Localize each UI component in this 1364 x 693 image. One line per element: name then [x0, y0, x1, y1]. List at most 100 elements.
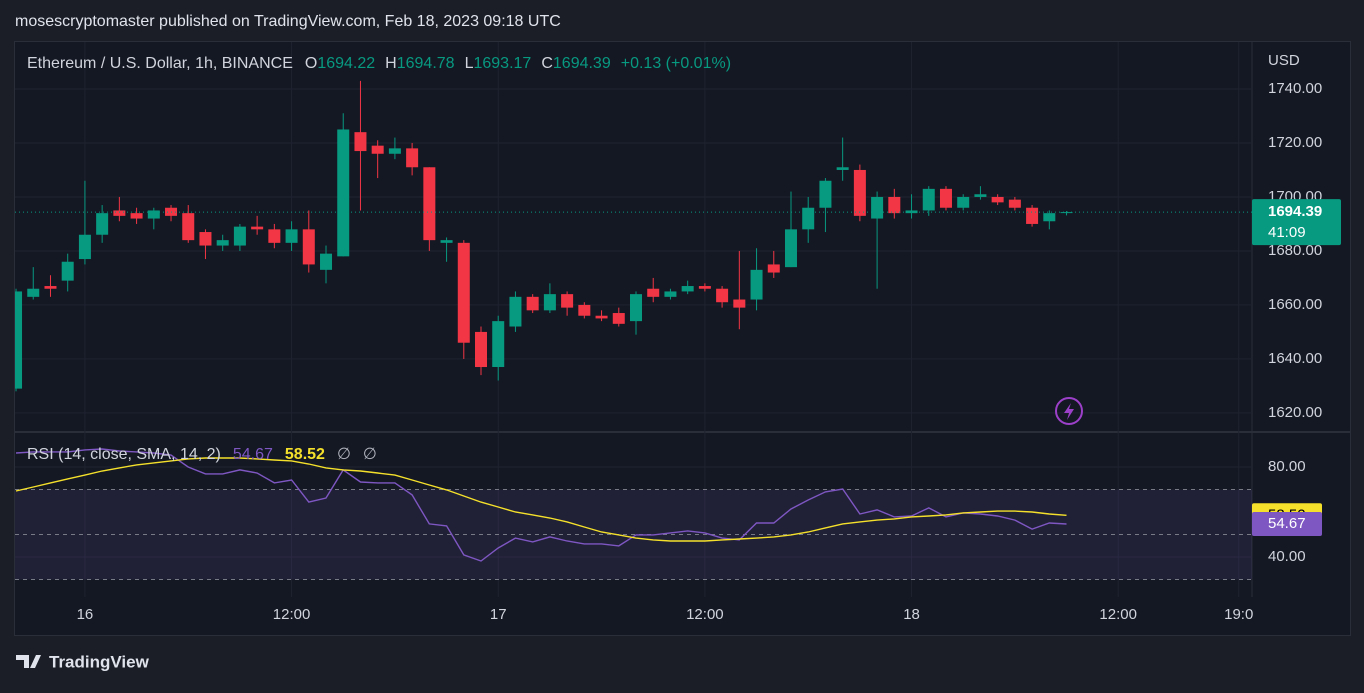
candle-body [1043, 213, 1056, 222]
candle-body [61, 261, 74, 281]
ohlc-value: 1694.22 [317, 55, 375, 72]
candle-body [888, 196, 901, 214]
y-tick-label: 1640.00 [1268, 350, 1322, 367]
rsi-line [15, 448, 1067, 562]
candle-body [44, 286, 57, 289]
candle-body [767, 264, 780, 273]
candle-body [199, 232, 212, 246]
candle-body [423, 167, 436, 241]
candle-body [1008, 199, 1021, 208]
footer-logo: TradingView [16, 652, 150, 671]
ohlc-key: L [465, 55, 474, 72]
price-legend: Ethereum / U.S. Dollar, 1h, BINANCE O 1694… [27, 55, 731, 72]
publisher-header: mosescryptomaster published on TradingVi… [15, 13, 561, 30]
candle-body [578, 304, 591, 316]
candle-body [216, 240, 229, 246]
x-tick-label: 19:0 [1224, 606, 1253, 623]
candle-body [698, 286, 711, 289]
candle-body [526, 296, 539, 311]
candle-body [406, 148, 419, 168]
indicator-empty-value: ∅ [337, 446, 351, 463]
price-pane [15, 80, 1252, 392]
price-change: +0.13 (+0.01%) [621, 55, 731, 72]
x-tick-label: 17 [490, 606, 507, 623]
candle-body [475, 331, 488, 368]
candle-body [681, 286, 694, 292]
currency-label: USD [1268, 52, 1300, 69]
bar-countdown: 41:09 [1268, 224, 1306, 241]
ohlc-value: 1694.78 [397, 55, 455, 72]
candle-body [836, 167, 849, 170]
y-tick-label: 1620.00 [1268, 404, 1322, 421]
candle-body [784, 229, 797, 268]
candle-body [1026, 207, 1039, 224]
brand-name: TradingView [49, 652, 150, 671]
candle-body [78, 234, 91, 260]
candle-body [595, 315, 608, 319]
alert-icon [1055, 397, 1083, 425]
y-tick-label: 1740.00 [1268, 80, 1322, 97]
candle-body [388, 148, 401, 154]
candle-body [853, 169, 866, 216]
candle-body [819, 180, 832, 208]
candle-body [130, 213, 143, 219]
candle-body [371, 145, 384, 154]
grid [15, 42, 1252, 597]
last-price-label: 1694.39 [1268, 203, 1322, 220]
candle-body [802, 207, 815, 230]
candle-body [509, 296, 522, 327]
candle-body [354, 132, 367, 152]
candle-body [733, 299, 746, 308]
y-tick-label: 1720.00 [1268, 134, 1322, 151]
candle-body [457, 242, 470, 343]
candle-body [337, 129, 350, 257]
candle-body [957, 196, 970, 208]
last-price-tag [1252, 199, 1341, 246]
x-tick-label: 12:00 [1099, 606, 1137, 623]
candle-body [15, 291, 23, 389]
symbol-title: Ethereum / U.S. Dollar, 1h, BINANCE [27, 55, 293, 72]
candle-body [27, 288, 40, 297]
candle-body [922, 188, 935, 211]
x-tick-label: 16 [77, 606, 94, 623]
ohlc-value: 1693.17 [473, 55, 531, 72]
candle-body [647, 288, 660, 297]
candle-body [233, 226, 246, 246]
candle-body [285, 229, 298, 243]
candle-body [612, 313, 625, 324]
candle-body [664, 291, 677, 297]
rsi-value-tag [1252, 511, 1322, 536]
candle-body [939, 188, 952, 208]
candle-body [96, 213, 109, 235]
candle-body [113, 210, 126, 216]
ohlc-key: O [305, 55, 317, 72]
x-tick-label: 18 [903, 606, 920, 623]
chart-frame [14, 41, 1351, 636]
indicator-empty-value: ∅ [363, 446, 377, 463]
candle-body [716, 288, 729, 303]
indicator-value: 54.67 [233, 446, 273, 463]
candle-body [871, 196, 884, 219]
candle-body [268, 229, 281, 243]
ohlc-value: 1694.39 [553, 55, 611, 72]
y-tick-label: 1680.00 [1268, 242, 1322, 259]
y-tick-label: 1660.00 [1268, 296, 1322, 313]
x-tick-label: 12:00 [686, 606, 724, 623]
candle-body [302, 229, 315, 265]
candle-body [1060, 212, 1073, 214]
candle-body [492, 321, 505, 368]
ohlc-key: H [385, 55, 397, 72]
ohlc-key: C [541, 55, 553, 72]
candle-body [991, 196, 1004, 203]
indicator-value: 58.52 [285, 446, 325, 463]
candle-body [320, 253, 333, 270]
rsi-pane [15, 448, 1252, 580]
candle-body [440, 240, 453, 243]
candle-body [561, 294, 574, 308]
rsi-legend: RSI (14, close, SMA, 14, 2) 54.67 58.52 ∅ ∅ [27, 446, 377, 463]
x-tick-label: 12:00 [273, 606, 311, 623]
candle-body [629, 294, 642, 322]
rsi-value-label: 54.67 [1268, 515, 1306, 532]
y-tick-label: 40.00 [1268, 548, 1306, 565]
